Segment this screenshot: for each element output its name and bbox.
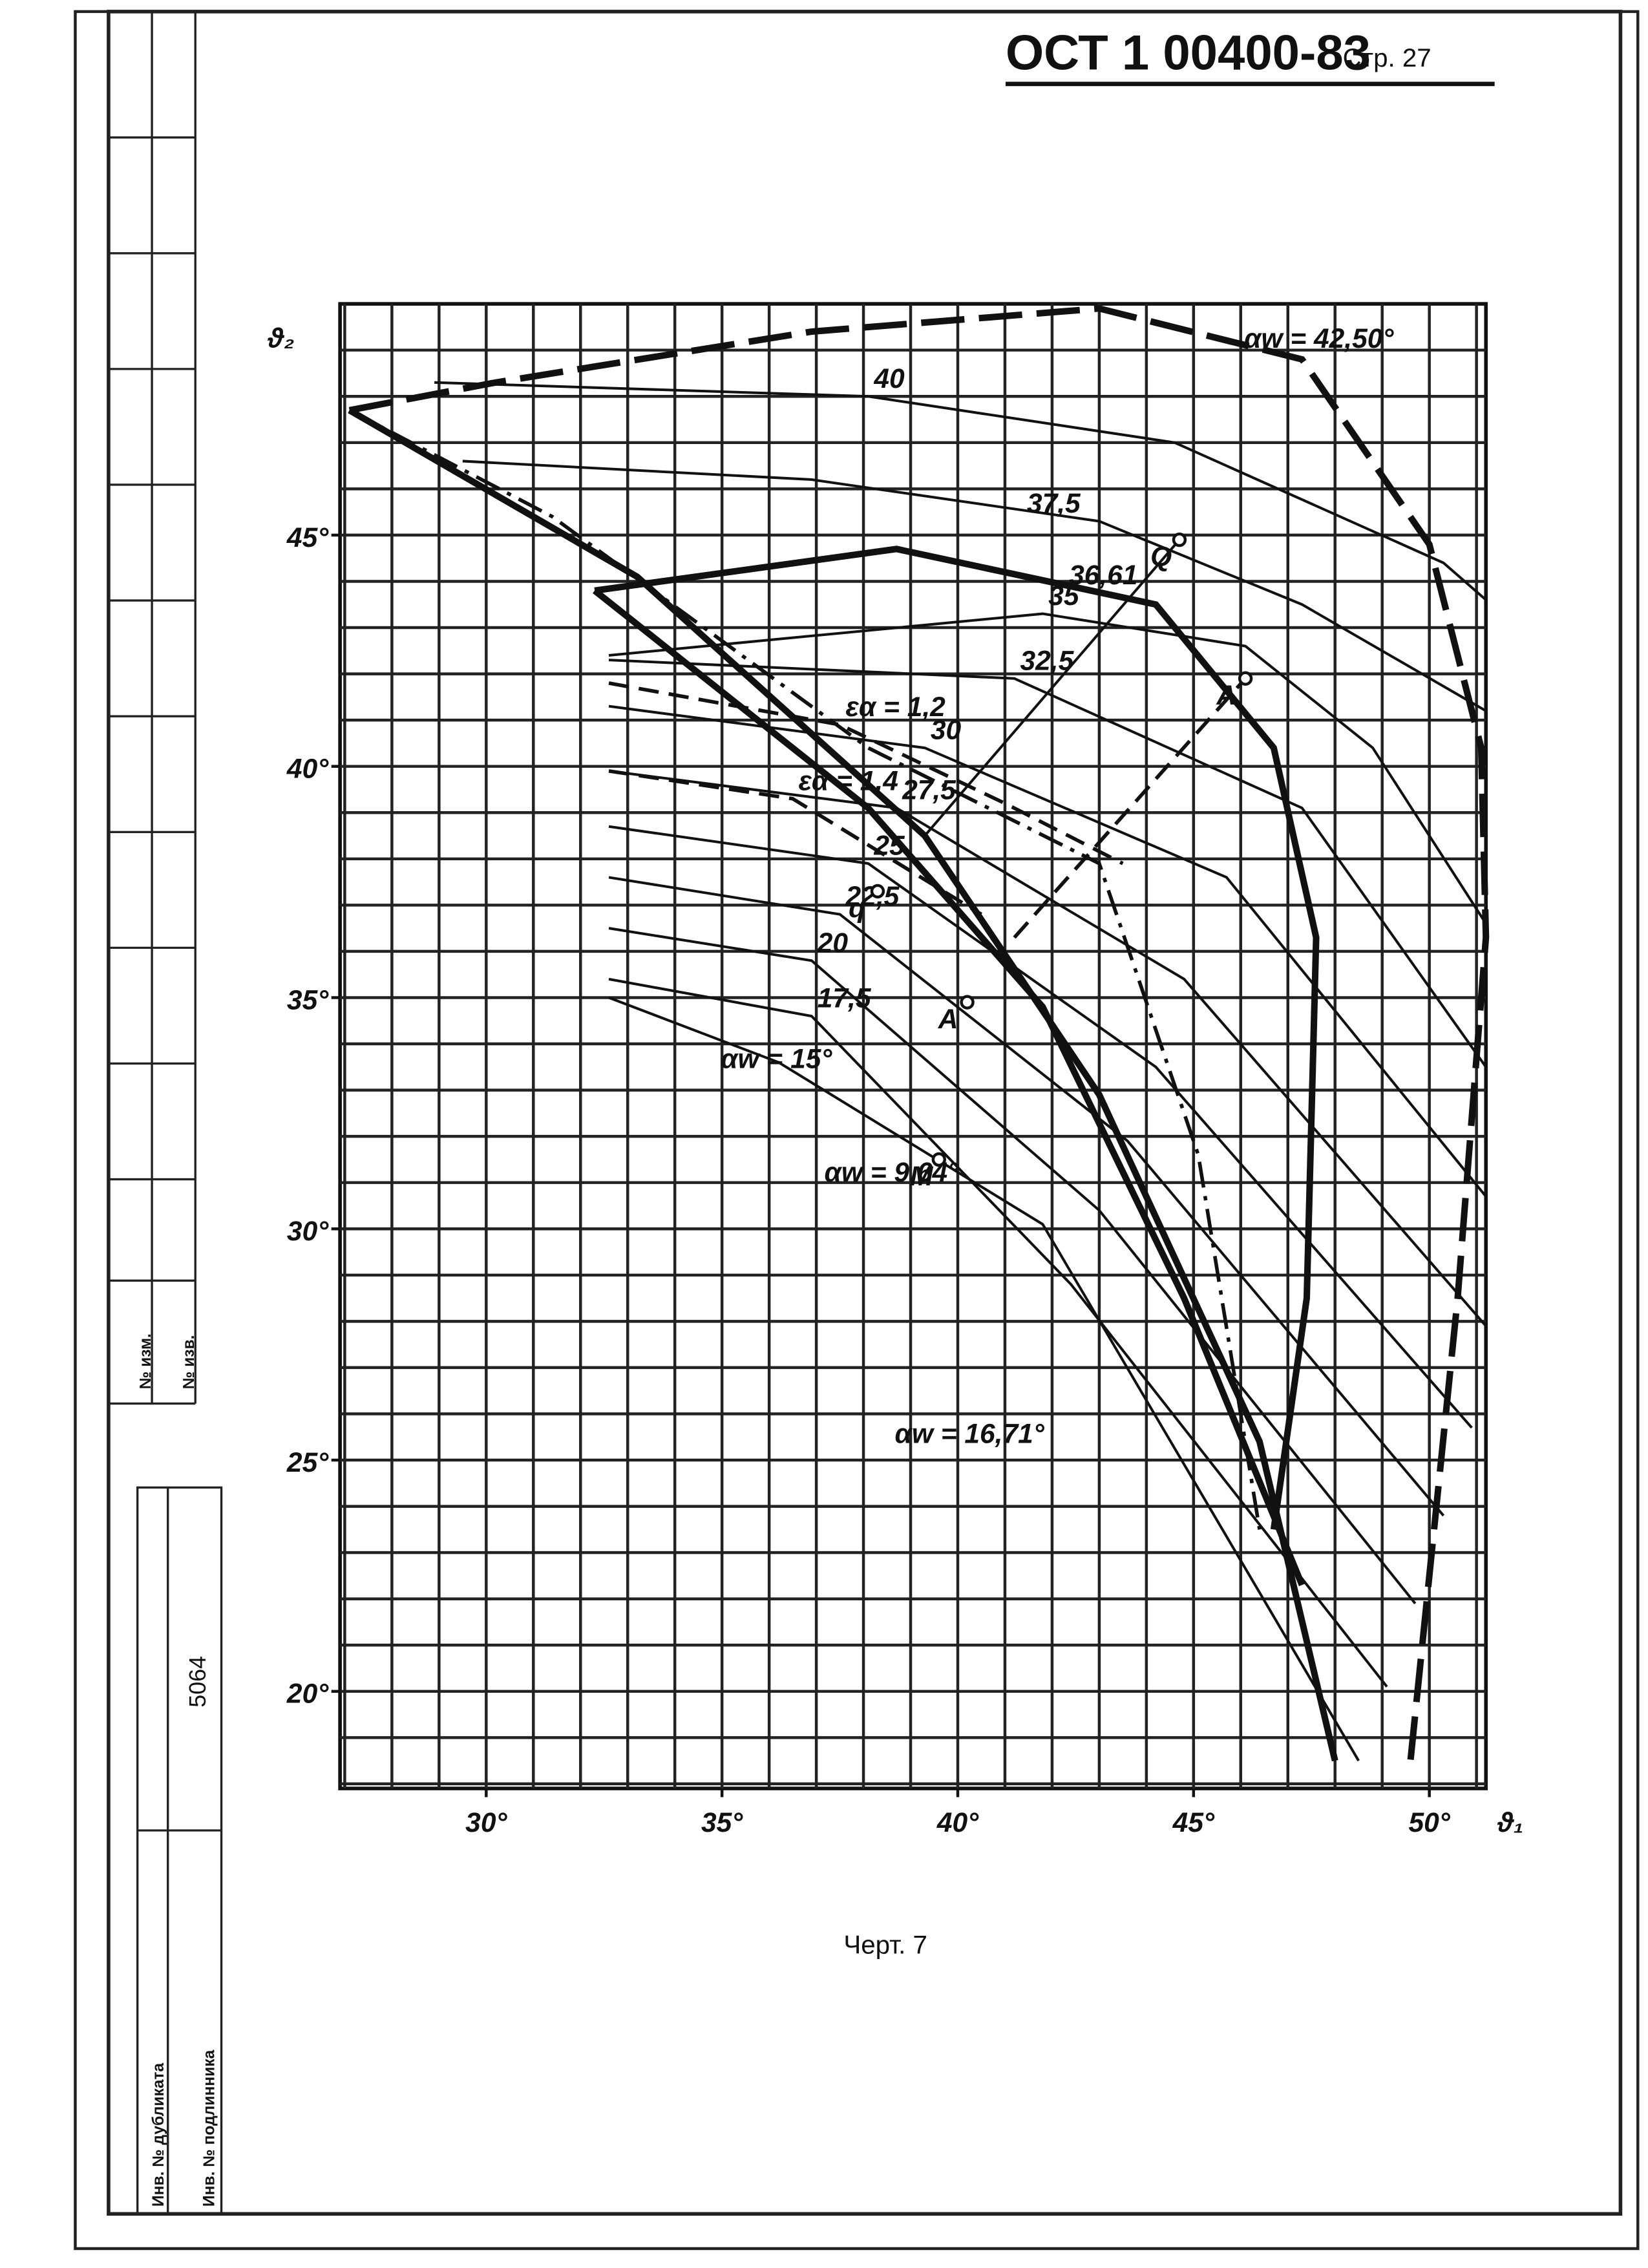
- curve: [608, 876, 1445, 1517]
- curve-label: εα = 1,4: [799, 765, 898, 796]
- notice-no: № изв.: [180, 1335, 198, 1390]
- caption: Черт. 7: [843, 1930, 927, 1959]
- curve: [608, 769, 1487, 1327]
- point: [870, 884, 885, 899]
- curve: [608, 927, 1417, 1605]
- curve: [608, 659, 1487, 1068]
- curve: [1013, 677, 1247, 939]
- curve: [594, 546, 1320, 1531]
- curve: [462, 460, 1487, 712]
- point: [1238, 671, 1253, 686]
- curve: [608, 769, 982, 917]
- change-no: № изм.: [137, 1333, 154, 1389]
- x-tick-label: 40°: [936, 1807, 979, 1838]
- curve: [924, 538, 1181, 837]
- chart: 30° 35° 40° 45° 50° 20° 25° 30° 35° 40° 45° ϑ₁ ϑ₂ αw …: [267, 302, 1523, 1838]
- orig-inv: Инв. № подлинника: [200, 2050, 218, 2207]
- point-label: A: [938, 1004, 958, 1035]
- curve: [593, 588, 1305, 1587]
- y-tick-label: 20°: [286, 1679, 329, 1710]
- y-tick-label: 40°: [286, 754, 329, 785]
- x-tick-label: 30°: [465, 1807, 507, 1838]
- inner-frame: [107, 10, 1623, 2216]
- y-axis-label: ϑ₂: [267, 323, 294, 354]
- plot-frame: [338, 302, 1488, 1790]
- x-tick-label: 45°: [1172, 1807, 1215, 1838]
- point: [931, 1152, 947, 1167]
- curve: [608, 612, 1487, 925]
- point-label: A: [1216, 680, 1236, 711]
- y-tick-label: 25°: [286, 1447, 329, 1478]
- curve: [434, 381, 1487, 601]
- inv-value: 5064: [185, 1656, 211, 1708]
- curve-label: αw = 15°: [721, 1044, 832, 1075]
- curve-label: 36,61: [1069, 560, 1137, 591]
- point: [1172, 532, 1187, 547]
- doc-header: ОСТ 1 00400-83: [1006, 25, 1371, 80]
- curve: [348, 305, 1490, 1761]
- curve-label: 37,5: [1027, 488, 1081, 519]
- point-label: q: [849, 893, 865, 924]
- curve: [348, 408, 1262, 1530]
- curve-label: 30: [931, 715, 962, 746]
- curve-label: 35: [1048, 580, 1080, 611]
- curve-label: αw = 16,71°: [894, 1418, 1044, 1449]
- curve-label: αw = 42,50°: [1244, 323, 1394, 354]
- x-tick-label: 50°: [1409, 1807, 1451, 1838]
- y-tick-label: 30°: [287, 1216, 329, 1247]
- side-stamp: [108, 11, 223, 2215]
- curve-label: 20: [817, 927, 849, 959]
- x-tick-label: 35°: [701, 1807, 743, 1838]
- dup-inv: Инв. № дубликата: [150, 2062, 167, 2207]
- y-tick-label: 35°: [287, 984, 329, 1015]
- curve: [608, 996, 1360, 1762]
- curve-label: 17,5: [818, 983, 872, 1014]
- page-number: Стр. 27: [1343, 43, 1431, 72]
- curve-label: εα = 1,2: [846, 692, 946, 723]
- point-label: Q: [1150, 541, 1172, 572]
- curve: [348, 407, 1338, 1762]
- curve-label: 40: [873, 363, 905, 394]
- curve: [608, 977, 1388, 1688]
- y-tick-label: 45°: [286, 522, 329, 553]
- x-axis-label: ϑ₁: [1497, 1807, 1523, 1838]
- point: [960, 995, 975, 1010]
- point-label: M: [910, 1161, 934, 1192]
